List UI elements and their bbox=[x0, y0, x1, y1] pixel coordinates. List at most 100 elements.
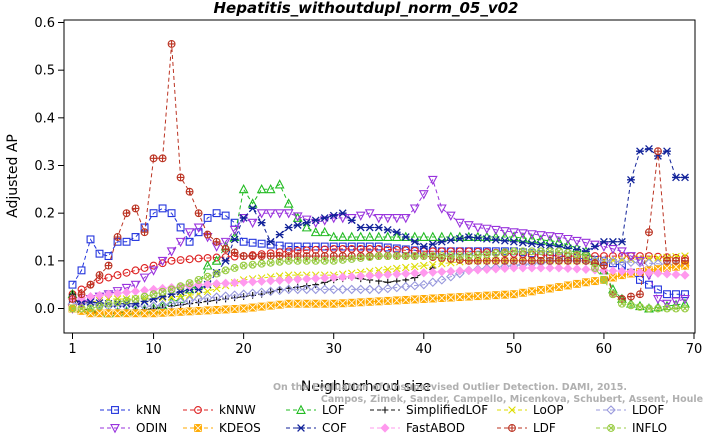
data-point-inflo bbox=[608, 290, 617, 299]
data-point-fastabod bbox=[437, 267, 447, 277]
data-point-inflo bbox=[248, 260, 257, 269]
data-point-ldf bbox=[150, 154, 157, 162]
data-point-kdeos bbox=[284, 300, 293, 308]
x-tick-label: 1 bbox=[68, 342, 76, 357]
data-point-inflo bbox=[231, 264, 238, 272]
data-point-ldof bbox=[319, 284, 330, 295]
data-point-kdeos bbox=[293, 299, 302, 308]
data-point-loop bbox=[429, 260, 437, 269]
data-point-odin bbox=[427, 175, 438, 186]
data-point-odin bbox=[157, 256, 168, 267]
data-point-kdeos bbox=[95, 309, 104, 317]
data-point-ldf bbox=[105, 262, 112, 269]
series-inflo bbox=[68, 247, 689, 313]
data-point-fastabod bbox=[455, 266, 465, 276]
x-axis-label: Neighborhood size bbox=[301, 379, 431, 395]
data-point-cof bbox=[374, 223, 383, 232]
data-point-ldof bbox=[247, 288, 258, 299]
data-point-kdeos bbox=[500, 290, 509, 299]
data-point-kdeos bbox=[428, 294, 437, 303]
data-point-inflo bbox=[132, 295, 139, 303]
data-point-fastabod bbox=[203, 279, 213, 289]
data-point-fastabod bbox=[284, 275, 294, 285]
data-point-fastabod bbox=[121, 287, 132, 297]
legend-marker bbox=[380, 423, 390, 433]
data-point-knnw bbox=[176, 256, 185, 264]
data-point-inflo bbox=[149, 290, 158, 299]
data-point-odin bbox=[283, 209, 294, 219]
data-point-inflo bbox=[392, 252, 401, 261]
data-point-inflo bbox=[528, 248, 535, 255]
data-point-ldf bbox=[257, 252, 266, 261]
data-point-ldof bbox=[310, 284, 321, 295]
data-point-ldof bbox=[274, 285, 285, 296]
data-point-ldof bbox=[382, 283, 393, 294]
data-point-inflo bbox=[519, 248, 526, 255]
data-point-inflo bbox=[266, 258, 275, 267]
data-point-loop bbox=[438, 259, 446, 268]
data-point-odin bbox=[454, 218, 465, 229]
data-point-inflo bbox=[114, 299, 121, 306]
data-point-cof bbox=[284, 223, 293, 232]
data-point-cof bbox=[600, 237, 608, 246]
data-point-kdeos bbox=[239, 304, 248, 313]
data-point-inflo bbox=[564, 249, 572, 256]
data-point-inflo bbox=[608, 290, 617, 299]
data-point-ldof bbox=[410, 280, 420, 291]
data-point-cof bbox=[401, 233, 410, 241]
data-point-ldf bbox=[231, 249, 239, 256]
data-point-inflo bbox=[77, 304, 86, 313]
data-point-inflo bbox=[392, 252, 401, 261]
data-point-inflo bbox=[473, 251, 482, 260]
data-point-knn bbox=[320, 242, 329, 251]
legend-entry-inflo: INFLO bbox=[596, 421, 667, 434]
data-point-odin bbox=[409, 204, 420, 214]
data-point-ldf bbox=[546, 257, 554, 265]
data-point-knnw bbox=[167, 256, 176, 265]
data-point-inflo bbox=[636, 302, 644, 311]
data-point-fastabod bbox=[257, 276, 267, 286]
data-point-inflo bbox=[536, 247, 545, 256]
data-point-odin bbox=[121, 283, 132, 294]
data-point-kdeos bbox=[401, 295, 410, 304]
data-point-inflo bbox=[492, 250, 499, 257]
data-point-inflo bbox=[294, 257, 301, 264]
data-point-lof bbox=[328, 231, 339, 241]
data-point-fastabod bbox=[221, 278, 231, 288]
data-point-ldf bbox=[159, 154, 166, 162]
data-point-fastabod bbox=[148, 284, 159, 295]
data-point-odin bbox=[544, 232, 555, 242]
data-point-inflo bbox=[194, 275, 203, 284]
data-point-cof bbox=[591, 242, 599, 251]
data-point-loop bbox=[429, 260, 437, 269]
data-point-fastabod bbox=[329, 272, 339, 283]
data-point-cof bbox=[248, 204, 257, 213]
data-point-ldof bbox=[229, 290, 240, 300]
data-point-inflo bbox=[384, 252, 391, 260]
data-point-ldf bbox=[330, 252, 338, 260]
data-point-cof bbox=[338, 209, 347, 218]
data-point-kdeos bbox=[582, 278, 590, 286]
x-tick-label: 10 bbox=[145, 342, 162, 357]
legend-label: FastABOD bbox=[406, 421, 465, 434]
data-point-cof bbox=[428, 240, 437, 249]
data-point-odin bbox=[148, 266, 159, 276]
data-point-kdeos bbox=[347, 298, 356, 307]
data-point-odin bbox=[662, 299, 672, 310]
data-point-kdeos bbox=[230, 305, 239, 313]
data-point-fastabod bbox=[446, 266, 456, 276]
data-point-odin bbox=[229, 225, 240, 236]
data-point-knnw bbox=[131, 266, 140, 275]
data-point-kdeos bbox=[455, 293, 464, 302]
data-point-cof bbox=[509, 237, 518, 246]
data-point-odin bbox=[635, 256, 645, 267]
data-point-fastabod bbox=[356, 271, 366, 281]
legend-entry-odin: ODIN bbox=[100, 421, 167, 434]
data-point-cof bbox=[194, 285, 203, 294]
data-point-cof bbox=[266, 237, 275, 246]
data-point-inflo bbox=[645, 304, 653, 313]
data-point-fastabod bbox=[293, 274, 303, 285]
data-point-inflo bbox=[545, 247, 554, 256]
data-point-knnw bbox=[113, 271, 122, 280]
data-point-fastabod bbox=[455, 266, 465, 276]
